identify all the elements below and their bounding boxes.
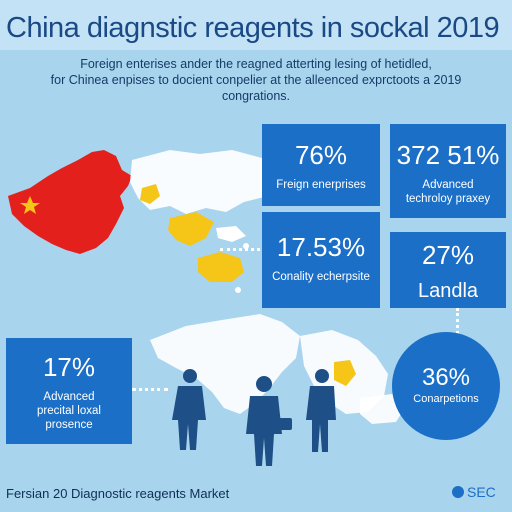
stat-label: Freign enerprises: [276, 179, 366, 191]
stat-value: 372 51%: [396, 140, 500, 170]
stat-label: Advanced: [43, 391, 95, 403]
subtitle-line: Foreign enterises ander the reagned atte…: [80, 57, 432, 71]
person-silhouette-icon: [246, 376, 282, 466]
stat-label: Conarpetions: [413, 393, 479, 405]
connector: [220, 248, 260, 251]
logo-text: SEC: [467, 484, 496, 500]
footer-title: Fersian 20 Diagnostic reagents Market: [6, 486, 230, 501]
highlight-southeast: [168, 212, 214, 246]
stat-value: 76%: [294, 140, 348, 170]
china-map: [8, 150, 132, 254]
connector: [132, 388, 168, 391]
stat-label: Conality echerpsite: [272, 271, 370, 283]
person-silhouette-icon: [306, 369, 336, 452]
page-title: China diagnstic reagents in sockal 2019: [6, 12, 500, 44]
title-band: [0, 0, 512, 50]
china-flag-star-icon: [20, 196, 40, 214]
highlight-australia: [198, 252, 244, 282]
subtitle-line: congrations.: [221, 89, 291, 103]
stat-value: 17.53%: [276, 232, 366, 262]
subtitle-line: for Chinea enpises to docient conpelier …: [50, 73, 462, 87]
asia-landmass: [130, 150, 302, 214]
brand-logo: SEC: [452, 484, 496, 500]
stat-label: Advanced: [422, 179, 474, 191]
stat-value: 36%: [421, 364, 471, 391]
stat-value: 27%: [421, 240, 475, 270]
stat-value: 17%: [42, 352, 96, 382]
logo-globe-icon: [452, 486, 464, 498]
stat-conality: 17.53% Conality echerpsite: [262, 212, 380, 308]
page-subtitle: Foreign enterises ander the reagned atte…: [10, 56, 502, 104]
connector: [456, 308, 459, 334]
stat-label: precital loxal: [37, 405, 101, 417]
stat-local-presence: 17% Advanced precital loxal prosence: [6, 338, 132, 444]
stat-landla: 27% Landla: [390, 232, 506, 308]
briefcase-icon: [278, 418, 292, 430]
highlight-india: [334, 360, 356, 386]
stat-companies-circle: 36% Conarpetions: [392, 332, 500, 440]
highlight-east: [140, 184, 160, 204]
stat-foreign-enterprises: 76% Freign enerprises: [262, 124, 380, 206]
stat-label: techroloy praxey: [405, 193, 491, 205]
stat-label: prosence: [45, 419, 93, 431]
person-silhouette-icon: [172, 369, 206, 450]
stat-label: Landla: [417, 280, 479, 302]
stat-advanced-technology: 372 51% Advanced techroloy praxey: [390, 124, 506, 218]
islands: [216, 226, 246, 242]
